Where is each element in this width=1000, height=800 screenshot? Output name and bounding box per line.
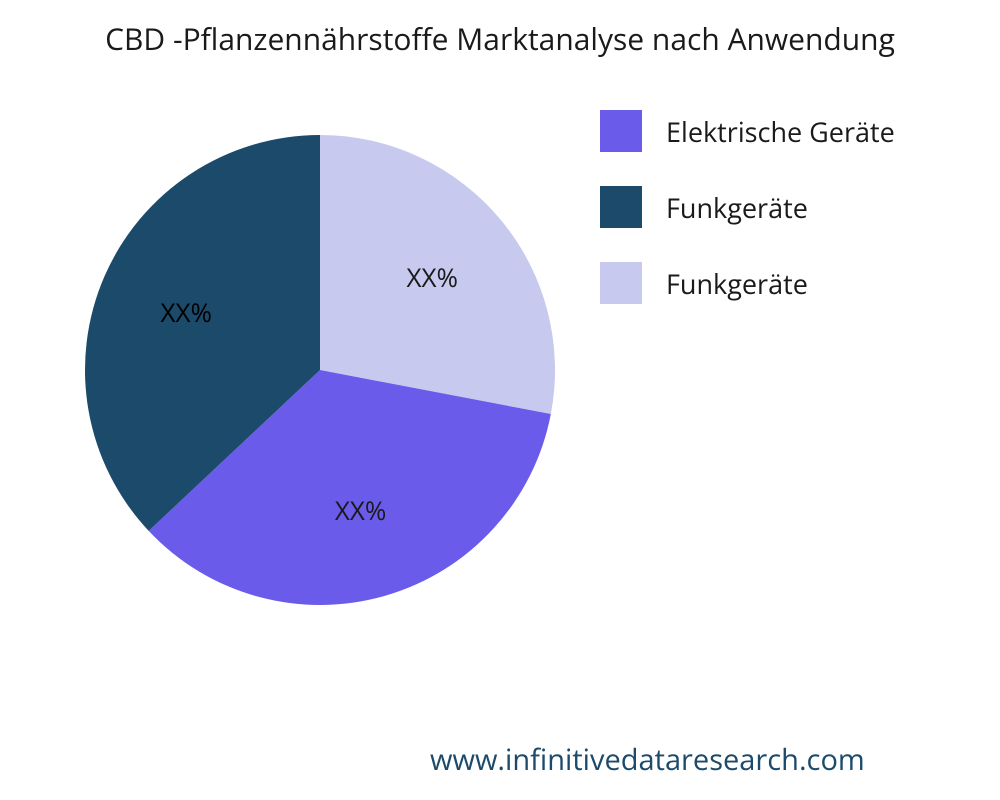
legend-label-2: Funkgeräte bbox=[666, 265, 808, 302]
legend-label-1: Funkgeräte bbox=[666, 189, 808, 226]
legend-swatch-2 bbox=[600, 262, 642, 304]
legend-swatch-1 bbox=[600, 186, 642, 228]
legend-item-1: Funkgeräte bbox=[600, 186, 895, 228]
legend-item-0: Elektrische Geräte bbox=[600, 110, 895, 152]
chart-container: CBD -Pflanzennährstoffe Marktanalyse nac… bbox=[0, 0, 1000, 800]
legend-label-0: Elektrische Geräte bbox=[666, 113, 895, 150]
pie-slice-label-2: XX% bbox=[161, 294, 213, 330]
footer-link: www.infinitivedataresearch.com bbox=[430, 740, 865, 779]
legend-swatch-0 bbox=[600, 110, 642, 152]
pie-slice-label-0: XX% bbox=[406, 259, 458, 295]
legend: Elektrische Geräte Funkgeräte Funkgeräte bbox=[600, 110, 895, 304]
legend-item-2: Funkgeräte bbox=[600, 262, 895, 304]
pie-slice-label-1: XX% bbox=[335, 492, 387, 528]
